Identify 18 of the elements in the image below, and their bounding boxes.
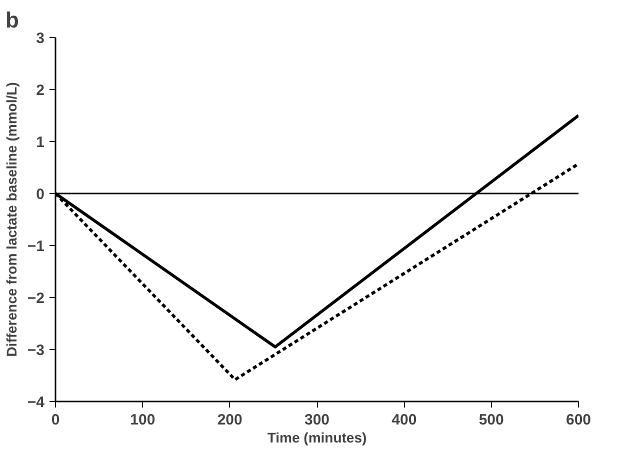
y-tick-label: 1: [36, 134, 44, 151]
y-tick-label: 3: [36, 30, 44, 47]
x-tick-label: 200: [217, 412, 242, 428]
x-tick-label: 600: [566, 412, 592, 428]
y-tick-label: −3: [27, 342, 45, 359]
x-tick-label: 400: [392, 412, 417, 428]
x-tick-label: 0: [51, 412, 60, 428]
y-tick-label: −1: [27, 238, 45, 255]
y-axis-title: Difference from lactate baseline (mmol/L): [3, 82, 20, 357]
y-tick-label: −4: [27, 394, 46, 411]
y-tick-label: 2: [36, 82, 44, 99]
x-axis-title: Time (minutes): [267, 430, 367, 446]
x-tick-label: 500: [478, 412, 504, 428]
y-tick-label: 0: [36, 186, 44, 203]
x-tick-label: 300: [304, 412, 330, 428]
chart-title: b: [6, 8, 19, 32]
x-tick-label: 100: [130, 412, 156, 428]
y-tick-label: −2: [27, 290, 45, 307]
